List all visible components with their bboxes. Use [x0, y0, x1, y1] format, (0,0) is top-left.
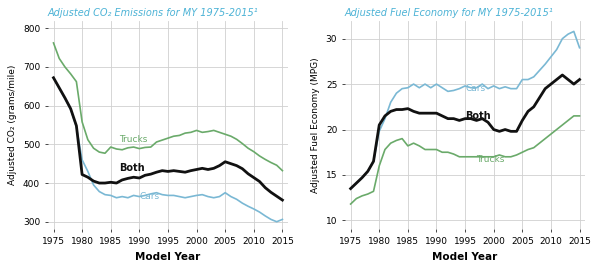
Text: Both: Both — [465, 111, 491, 121]
Y-axis label: Adjusted CO₂ (grams/mile): Adjusted CO₂ (grams/mile) — [8, 65, 17, 185]
Text: Adjusted Fuel Economy for MY 1975-2015¹: Adjusted Fuel Economy for MY 1975-2015¹ — [345, 8, 554, 18]
X-axis label: Model Year: Model Year — [433, 252, 498, 262]
Text: Cars: Cars — [139, 191, 160, 201]
Text: Trucks: Trucks — [119, 135, 148, 144]
X-axis label: Model Year: Model Year — [136, 252, 200, 262]
Text: Both: Both — [119, 163, 145, 173]
Text: Trucks: Trucks — [476, 155, 505, 164]
Text: Adjusted CO₂ Emissions for MY 1975-2015¹: Adjusted CO₂ Emissions for MY 1975-2015¹ — [48, 8, 259, 18]
Text: Cars: Cars — [465, 84, 485, 93]
Y-axis label: Adjusted Fuel Economy (MPG): Adjusted Fuel Economy (MPG) — [311, 57, 320, 193]
